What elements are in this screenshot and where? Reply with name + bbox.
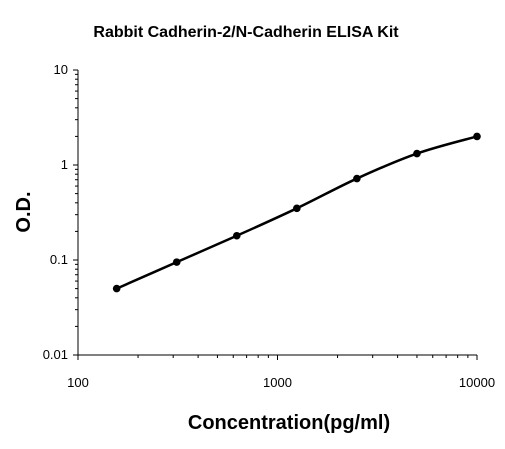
series-points [112,132,481,293]
data-point [232,231,241,240]
series-line [115,135,479,290]
data-point [293,204,301,213]
x-tick-label: 10000 [459,375,495,390]
y-tick-label: 0.01 [43,347,68,362]
data-point [413,149,421,158]
y-tick-label: 10 [54,62,68,77]
y-tick-label: 0.1 [50,252,68,267]
x-tick-label: 1000 [263,375,292,390]
x-tick-label: 100 [67,375,89,390]
x-axis-label: Concentration(pg/ml) [188,412,390,434]
y-tick-label: 1 [61,157,68,172]
data-point [112,284,121,293]
y-axis-ticks: 0.01 0.1 1 10 [43,62,78,362]
series-curve [115,135,479,290]
data-point [473,132,481,141]
data-point [172,258,181,266]
chart-title: Rabbit Cadherin-2/N-Cadherin ELISA Kit [93,24,399,41]
x-axis-ticks: 100 1000 10000 [67,355,495,390]
axes [77,70,477,356]
data-point [353,174,361,183]
y-axis-label: O.D. [13,191,35,232]
